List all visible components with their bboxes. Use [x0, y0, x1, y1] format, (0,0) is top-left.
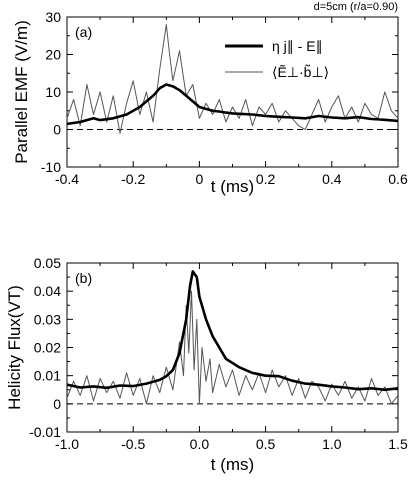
- y-tick-label: 0.04: [34, 283, 61, 299]
- y-tick-label: -10: [41, 159, 61, 175]
- x-tick-label: 0: [196, 171, 204, 187]
- x-tick-label: 0.0: [190, 436, 210, 452]
- panel-b: -1.0 -0.5 0.0 0.5 1.0 1.5 -0.01 0 0.01 0.02 0.03 0.…: [5, 255, 408, 474]
- y-tick-label: 10: [45, 84, 61, 100]
- x-tick-label: 0.5: [256, 436, 276, 452]
- y-axis-title: Helicity Flux(VT): [5, 285, 24, 410]
- series-line-thick: [66, 270, 399, 392]
- y-tick-label: 0: [53, 122, 61, 138]
- x-tick-label: -0.2: [121, 171, 145, 187]
- series-line-thick: [66, 83, 399, 126]
- x-tick-label: -0.5: [121, 436, 145, 452]
- x-axis-title: t (ms): [211, 455, 254, 474]
- series-line-thin: [66, 290, 399, 405]
- plot-frame: [66, 262, 399, 433]
- x-axis-title: t (ms): [211, 177, 254, 196]
- panel-a: -0.4 -0.2 0 0.2 0.4 0.6 -10 0 10 20 30 t (ms) Parall…: [12, 9, 408, 196]
- legend-label-thin: ⟨Ẽ⊥·b̃⊥⟩: [272, 64, 329, 80]
- y-tick-label: 0.05: [34, 255, 61, 271]
- x-tick-label: 0.4: [322, 171, 342, 187]
- y-tick-label: -0.01: [29, 424, 61, 440]
- y-tick-label: 30: [45, 9, 61, 25]
- x-tick-label: -1.0: [55, 436, 79, 452]
- panel-label: (b): [75, 270, 92, 286]
- y-tick-label: 0.01: [34, 368, 61, 384]
- x-tick-label: 1.5: [388, 436, 408, 452]
- x-tick-label: 0.2: [256, 171, 276, 187]
- series-line-thin: [66, 24, 399, 134]
- y-tick-label: 0: [53, 396, 61, 412]
- x-tick-label: 0.6: [388, 171, 408, 187]
- y-tick-label: 0.02: [34, 340, 61, 356]
- legend-label-thick: η j∥ - E∥: [272, 38, 323, 54]
- y-axis-title: Parallel EMF (V/m): [12, 20, 31, 164]
- y-tick-label: 20: [45, 47, 61, 63]
- plot-frame: [66, 16, 399, 168]
- panel-label: (a): [75, 24, 92, 40]
- x-tick-label: -0.4: [55, 171, 79, 187]
- figure-annotation: d=5cm (r/a=0.90): [314, 1, 398, 13]
- y-tick-label: 0.03: [34, 311, 61, 327]
- x-tick-label: 1.0: [322, 436, 342, 452]
